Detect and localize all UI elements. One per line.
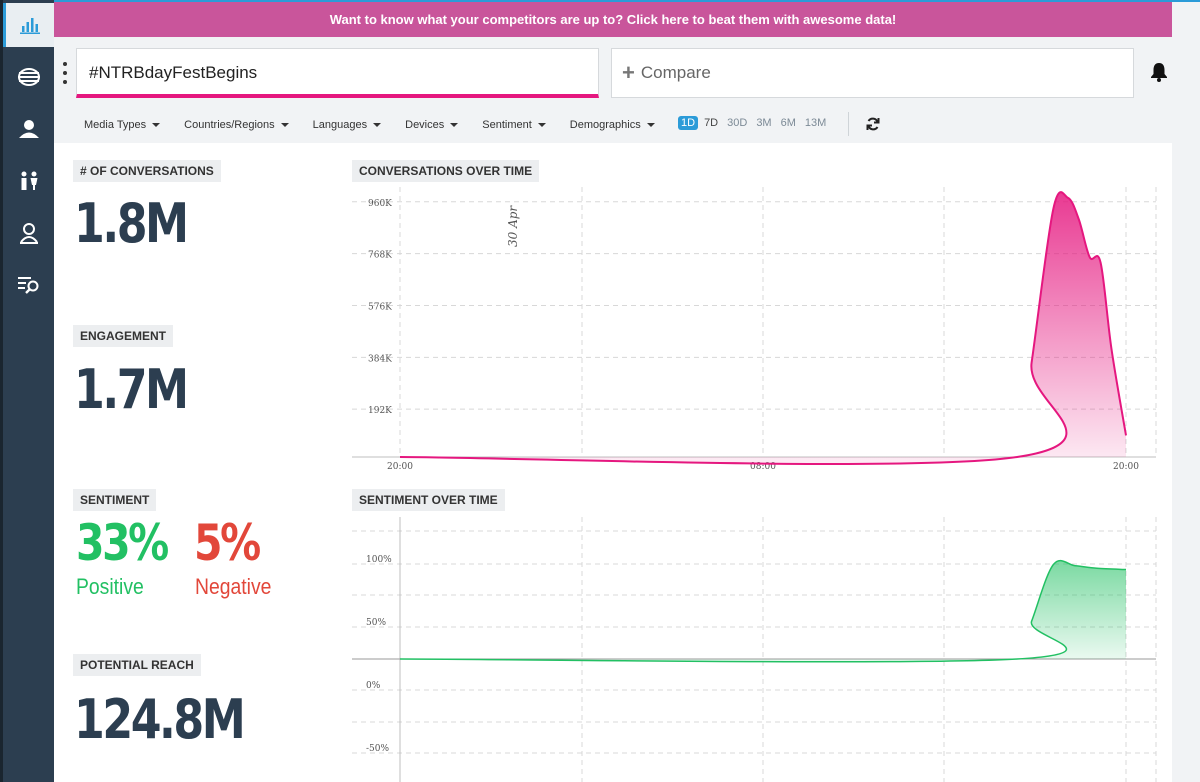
y-tick-label: 192K bbox=[368, 406, 392, 416]
sentiment-line bbox=[399, 559, 1127, 663]
top-accent-line bbox=[54, 0, 1200, 2]
y-tick-label: 50% bbox=[366, 618, 386, 628]
brain-icon bbox=[17, 68, 40, 86]
y-tick-label: -50% bbox=[366, 744, 389, 754]
positive-sentiment-value: 33% bbox=[76, 514, 169, 572]
filter-demographics[interactable]: Demographics bbox=[570, 119, 655, 131]
conversations-value: 1.8M bbox=[74, 192, 189, 255]
time-range-selector: 1D 7D 30D 3M 6M 13M bbox=[678, 116, 829, 130]
people-icon bbox=[21, 171, 37, 190]
y-tick-label: 768K bbox=[368, 251, 392, 261]
user-icon bbox=[18, 120, 39, 138]
conversation-line bbox=[399, 191, 1127, 465]
filter-label: Media Types bbox=[84, 119, 147, 131]
conversation-area bbox=[400, 192, 1126, 464]
range-30d[interactable]: 30D bbox=[727, 117, 748, 129]
y-tick-label: 960K bbox=[368, 199, 392, 209]
filter-label: Devices bbox=[405, 119, 445, 131]
caret-down-icon bbox=[152, 123, 161, 127]
date-annotation: 30 Apr bbox=[506, 205, 520, 247]
filter-label: Languages bbox=[312, 119, 368, 131]
sentiment-over-time-chart: 100%50%0%-50%-100% bbox=[352, 517, 1157, 782]
conversations-over-time-chart: 960K 768K 576K 384K 192K 20:00 08:00 20:00 30 Ap… bbox=[352, 187, 1157, 472]
filter-languages[interactable]: Languages bbox=[312, 119, 382, 131]
sidebar bbox=[0, 0, 54, 782]
reach-label: POTENTIAL REACH bbox=[73, 654, 201, 676]
caret-down-icon bbox=[537, 123, 546, 127]
bar-chart-icon bbox=[20, 18, 40, 34]
sidebar-item-mentions[interactable] bbox=[3, 263, 54, 307]
sentiment-area bbox=[400, 560, 1126, 662]
x-tick-label: 08:00 bbox=[750, 462, 776, 472]
range-3m[interactable]: 3M bbox=[756, 117, 772, 129]
more-options-icon[interactable] bbox=[60, 62, 70, 84]
sidebar-item-dashboard[interactable] bbox=[3, 3, 54, 47]
positive-sentiment-label: Positive bbox=[76, 574, 144, 599]
y-tick-label: 0% bbox=[366, 681, 381, 691]
divider bbox=[848, 112, 849, 136]
range-1d[interactable]: 1D bbox=[678, 116, 699, 130]
dashboard-panel bbox=[54, 143, 1172, 782]
x-tick-label: 20:00 bbox=[1113, 462, 1139, 472]
sidebar-item-influencers[interactable] bbox=[3, 107, 54, 151]
sidebar-item-insights[interactable] bbox=[3, 55, 54, 99]
promo-banner[interactable]: Want to know what your competitors are u… bbox=[54, 2, 1172, 37]
filter-label: Demographics bbox=[569, 119, 641, 131]
y-tick-label: 576K bbox=[368, 302, 392, 312]
range-13m[interactable]: 13M bbox=[804, 117, 827, 129]
x-tick-label: 20:00 bbox=[387, 462, 413, 472]
engagement-value: 1.7M bbox=[74, 358, 189, 421]
search-query-field[interactable]: #NTRBdayFestBegins bbox=[76, 48, 599, 98]
sentiment-chart-title: SENTIMENT OVER TIME bbox=[352, 489, 505, 511]
compare-label: Compare bbox=[640, 63, 711, 82]
reach-value: 124.8M bbox=[74, 688, 246, 751]
compare-button[interactable]: + Compare bbox=[611, 48, 1134, 98]
filter-devices[interactable]: Devices bbox=[405, 119, 459, 131]
filter-countries-regions[interactable]: Countries/Regions bbox=[184, 119, 289, 131]
sentiment-label: SENTIMENT bbox=[73, 489, 157, 511]
range-6m[interactable]: 6M bbox=[780, 117, 796, 129]
caret-down-icon bbox=[280, 123, 289, 127]
engagement-label: ENGAGEMENT bbox=[73, 325, 174, 347]
negative-sentiment-label: Negative bbox=[195, 574, 272, 599]
caret-down-icon bbox=[450, 123, 459, 127]
plus-icon: + bbox=[622, 60, 635, 85]
caret-down-icon bbox=[373, 123, 382, 127]
page-gutter bbox=[1172, 143, 1200, 782]
caret-down-icon bbox=[646, 123, 655, 127]
conversations-label: # OF CONVERSATIONS bbox=[73, 160, 221, 182]
range-7d[interactable]: 7D bbox=[704, 117, 719, 129]
filter-media-types[interactable]: Media Types bbox=[84, 119, 161, 131]
y-tick-label: 384K bbox=[368, 354, 392, 364]
sidebar-item-demographics[interactable] bbox=[3, 159, 54, 203]
conversations-chart-title: CONVERSATIONS OVER TIME bbox=[352, 160, 540, 182]
location-user-icon bbox=[19, 223, 38, 244]
y-tick-label: 100% bbox=[366, 555, 392, 565]
notification-bell-icon[interactable] bbox=[1150, 62, 1168, 82]
filter-bar: Media Types Countries/Regions Languages … bbox=[84, 116, 679, 134]
filter-label: Countries/Regions bbox=[184, 119, 275, 131]
filter-sentiment[interactable]: Sentiment bbox=[482, 119, 546, 131]
list-search-icon bbox=[17, 277, 38, 294]
filter-label: Sentiment bbox=[482, 119, 532, 131]
negative-sentiment-value: 5% bbox=[194, 514, 261, 572]
refresh-icon[interactable] bbox=[866, 117, 880, 131]
sidebar-item-locations[interactable] bbox=[3, 211, 54, 255]
